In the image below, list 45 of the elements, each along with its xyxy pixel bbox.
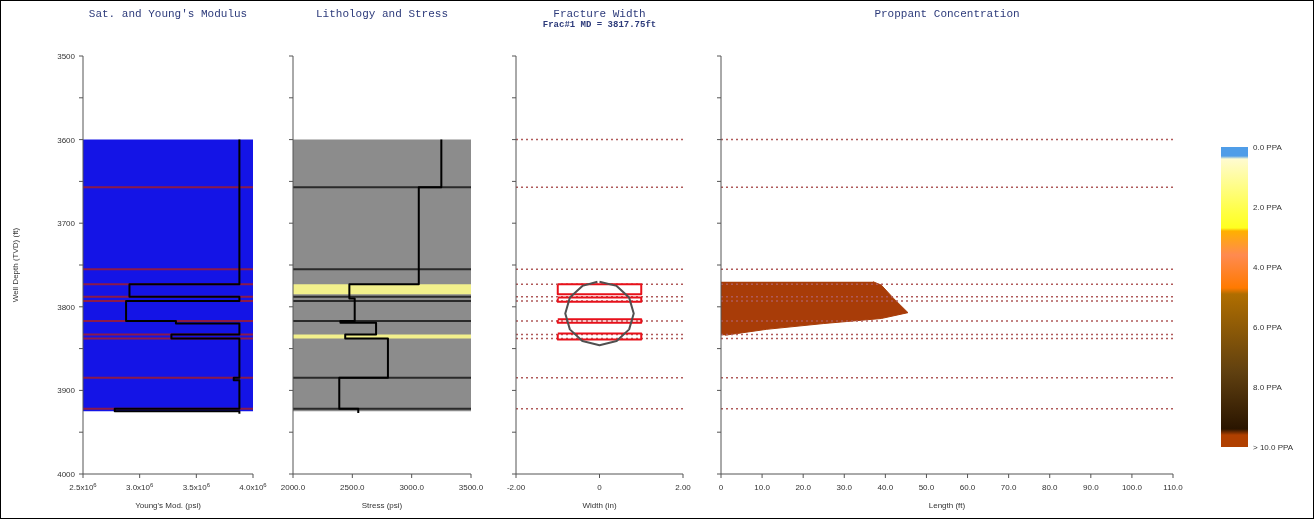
x-tick-label: 100.0 bbox=[1121, 483, 1143, 492]
x-tick-label: 3.5x10$^{6}$ bbox=[182, 482, 211, 492]
x-tick-label: 80.0 bbox=[1041, 483, 1059, 492]
x-tick-label: 3.0x10$^{6}$ bbox=[125, 482, 155, 492]
x-tick-label: 2.5x10$^{6}$ bbox=[69, 482, 98, 492]
color-bar-label: 8.0 PPA bbox=[1253, 383, 1283, 392]
chart-subtitle: Frac#1 MD = 3817.75ft bbox=[541, 20, 658, 30]
y-tick-label: 4000 bbox=[57, 470, 76, 479]
color-bar-label: 0.0 PPA bbox=[1253, 143, 1283, 152]
chart-title: Proppant Concentration bbox=[874, 8, 1020, 20]
x-tick-label: 2.00 bbox=[675, 483, 692, 492]
chart-title: Lithology and Stress bbox=[315, 8, 449, 20]
x-axis-title: Width (in) bbox=[582, 501, 617, 510]
y-axis-title: Well Depth (TVD) (ft) bbox=[10, 227, 20, 303]
color-bar-label: > 10.0 PPA bbox=[1253, 443, 1294, 452]
x-tick-label: 2500.0 bbox=[340, 483, 366, 492]
x-tick-label: 0 bbox=[597, 483, 603, 492]
x-tick-label: 10.0 bbox=[754, 483, 771, 492]
chart-title: Sat. and Young's Modulus bbox=[88, 8, 248, 20]
x-tick-label: 110.0 bbox=[1163, 483, 1184, 492]
color-bar-label: 6.0 PPA bbox=[1253, 323, 1283, 332]
x-axis-title: Length (ft) bbox=[928, 501, 966, 510]
x-tick-label: 20.0 bbox=[795, 483, 812, 492]
x-tick-label: 0 bbox=[718, 483, 724, 492]
y-tick-label: 3500 bbox=[57, 52, 76, 61]
color-bar-label: 4.0 PPA bbox=[1253, 263, 1283, 272]
y-tick-label: 3900 bbox=[57, 386, 76, 396]
x-tick-label: 70.0 bbox=[1000, 483, 1017, 492]
chart-title: Fracture Width bbox=[553, 8, 646, 20]
x-tick-label: 90.0 bbox=[1083, 483, 1100, 492]
y-tick-label: 3600 bbox=[57, 135, 76, 145]
y-tick-label: 3700 bbox=[57, 219, 76, 229]
x-tick-label: 3500.0 bbox=[458, 483, 484, 492]
x-tick-label: -2.00 bbox=[506, 483, 526, 492]
color-bar-label: 2.0 PPA bbox=[1253, 203, 1283, 212]
x-tick-label: 30.0 bbox=[836, 483, 853, 492]
y-tick-label: 3800 bbox=[57, 302, 76, 312]
x-tick-label: 4.0x10$^{6}$ bbox=[239, 482, 268, 492]
x-tick-label: 2000.0 bbox=[280, 483, 306, 492]
x-axis-title: Young's Mod. (psi) bbox=[135, 501, 202, 510]
x-tick-label: 40.0 bbox=[877, 483, 894, 492]
x-tick-label: 60.0 bbox=[959, 483, 976, 492]
x-tick-label: 3000.0 bbox=[399, 483, 425, 492]
x-axis-title: Stress (psi) bbox=[361, 501, 403, 510]
x-tick-label: 50.0 bbox=[918, 483, 935, 492]
